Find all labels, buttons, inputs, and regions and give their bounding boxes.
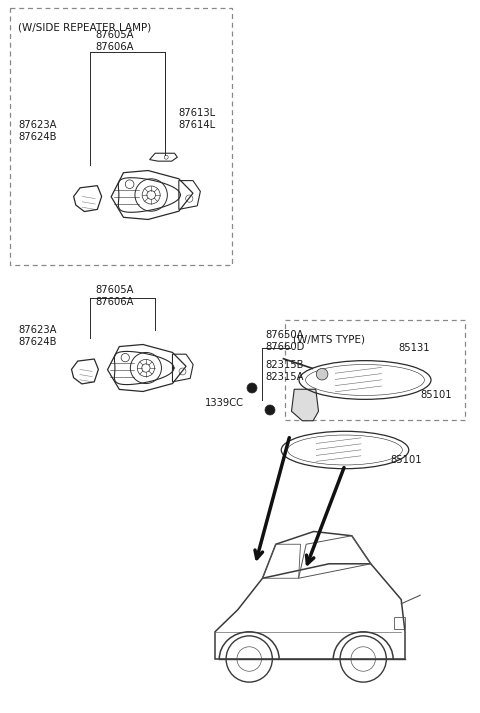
Circle shape — [265, 405, 275, 415]
Polygon shape — [291, 389, 319, 421]
Text: 87605A
87606A: 87605A 87606A — [96, 285, 134, 307]
Bar — [285, 320, 465, 420]
Text: 87623A
87624B: 87623A 87624B — [18, 120, 57, 143]
Text: (W/MTS TYPE): (W/MTS TYPE) — [293, 334, 365, 344]
Text: (W/SIDE REPEATER LAMP): (W/SIDE REPEATER LAMP) — [18, 22, 151, 32]
Text: 82315B
82315A: 82315B 82315A — [265, 360, 303, 382]
Circle shape — [247, 383, 257, 393]
Text: 87605A
87606A: 87605A 87606A — [96, 30, 134, 52]
Text: 85101: 85101 — [390, 455, 421, 465]
Text: 87623A
87624B: 87623A 87624B — [18, 325, 57, 347]
Text: 87613L
87614L: 87613L 87614L — [178, 108, 215, 130]
Text: 1339CC: 1339CC — [205, 398, 244, 408]
Bar — [10, 8, 232, 265]
Text: 85131: 85131 — [398, 343, 430, 353]
Text: 87650A
87660D: 87650A 87660D — [265, 330, 304, 352]
Circle shape — [316, 369, 328, 380]
Text: 85101: 85101 — [420, 390, 452, 400]
